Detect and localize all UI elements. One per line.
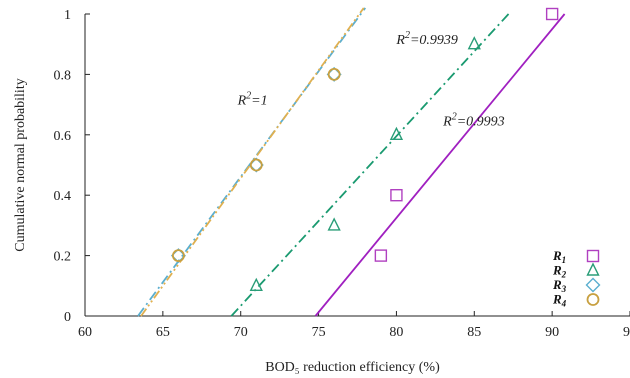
data-point-r2: [467, 36, 481, 50]
annotation-r2-r3r4: R2=1: [237, 91, 268, 109]
y-tick-label: 0: [64, 310, 71, 325]
axes: 60 65 70 75 80 85 90 95 0 0.2 0.4 0.6 0.8 1: [54, 8, 630, 340]
x-tick-label: 95: [623, 325, 630, 340]
fit-lines: [137, 7, 566, 317]
fit-line-r3: [137, 7, 367, 317]
data-point-r4: [327, 68, 341, 81]
x-tick-label: 80: [389, 325, 403, 340]
r-squared-annotations: R2=1 R2=0.9939 R2=0.9993: [237, 30, 505, 130]
legend-label-r4: R4: [552, 292, 567, 309]
data-point-r2: [249, 277, 263, 291]
x-axis-label: BOD₅ reduction efficiency (%): [265, 360, 440, 375]
annotation-r2-r1: R2=0.9993: [442, 112, 505, 130]
x-tick-label: 60: [78, 325, 92, 340]
annotation-r2-r2: R2=0.9939: [395, 30, 458, 48]
y-tick-label: 0.8: [54, 68, 72, 83]
x-tick-label: 75: [312, 325, 326, 340]
data-point-r2: [327, 217, 341, 231]
legend-label-r3: R3: [552, 277, 567, 294]
x-tick-label: 85: [467, 325, 481, 340]
legend-marker-r2: [586, 262, 600, 276]
y-axis-label: Cumulative normal probability: [13, 78, 28, 251]
fit-line-r4: [140, 7, 365, 317]
x-tick-label: 90: [545, 325, 559, 340]
data-point-r2: [389, 126, 404, 141]
fit-line-r2: [230, 13, 510, 317]
legend-label-r2: R2: [552, 263, 567, 280]
y-tick-label: 0.6: [54, 129, 72, 144]
data-markers: [170, 7, 559, 291]
data-point-r4: [249, 158, 263, 172]
y-tick-label: 1: [64, 8, 71, 23]
data-point-r3: [248, 157, 264, 173]
fit-line-r1: [314, 13, 566, 317]
legend-marker-r3: [585, 277, 601, 293]
legend-label-r1: R1: [552, 248, 566, 265]
data-point-r1: [374, 249, 388, 262]
x-tick-label: 70: [234, 325, 248, 340]
y-tick-label: 0.4: [54, 189, 72, 204]
legend-marker-r1: [586, 249, 600, 263]
x-tick-label: 65: [156, 325, 170, 340]
y-tick-label: 0.2: [54, 250, 72, 265]
data-point-r4: [172, 249, 185, 263]
data-point-r1: [390, 188, 403, 202]
data-point-r3: [326, 66, 342, 82]
legend-marker-r4: [586, 293, 600, 306]
data-point-r1: [545, 7, 559, 21]
